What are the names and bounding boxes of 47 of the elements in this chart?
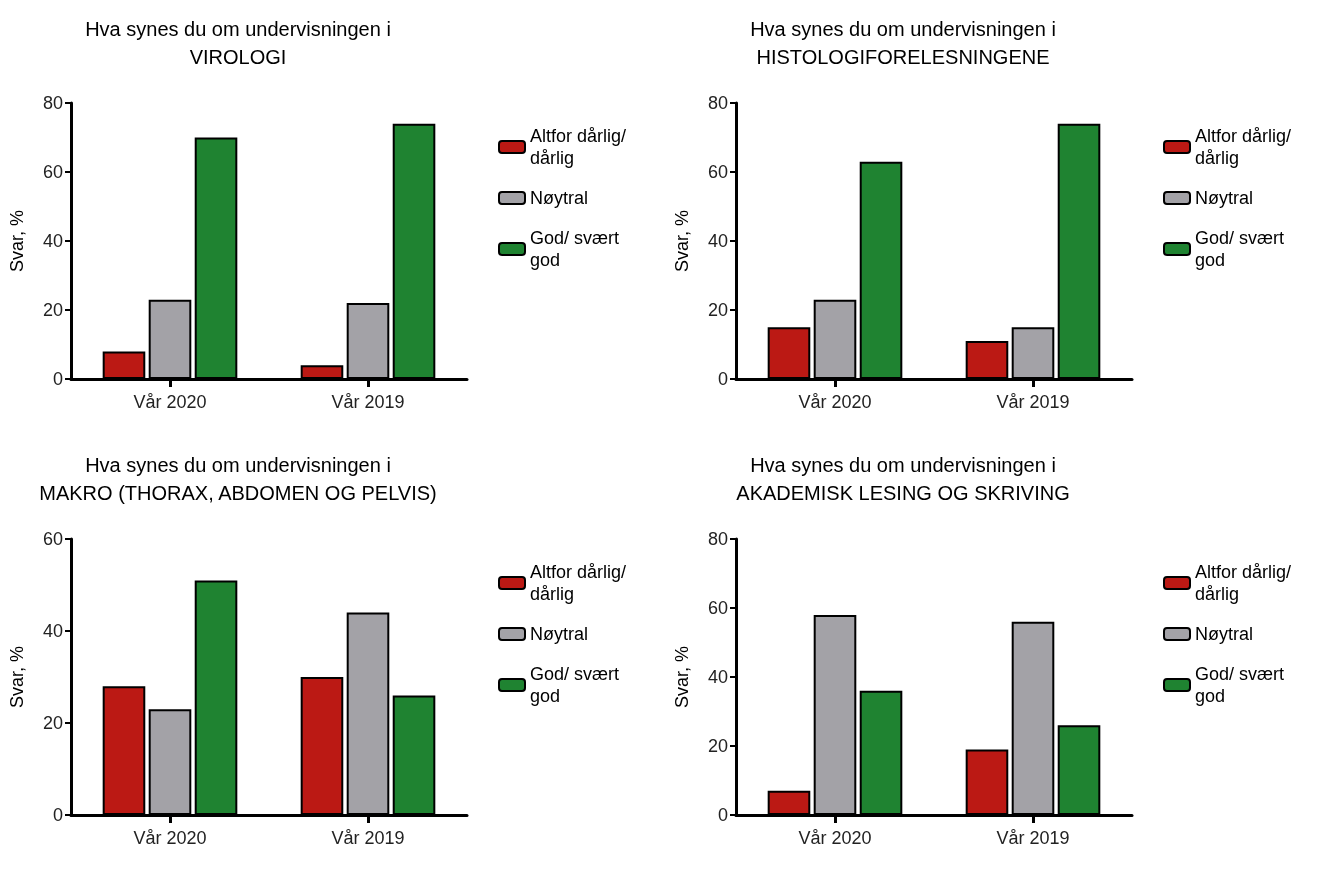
legend-label: God/ svært god <box>1195 228 1290 270</box>
y-tick-label: 40 <box>707 667 728 687</box>
y-tick-label: 80 <box>707 529 728 549</box>
legend-label: God/ svært god <box>530 664 625 706</box>
y-axis-title: Svar, % <box>7 209 27 273</box>
y-tick-label: 60 <box>42 529 63 549</box>
legend-label: Nøytral <box>1195 188 1253 208</box>
y-tick-label: 20 <box>42 713 63 733</box>
x-tick-label: Vår 2019 <box>996 392 1070 412</box>
legend-label: God/ svært god <box>1195 664 1290 706</box>
x-tick-label: Vår 2020 <box>133 392 207 412</box>
y-axis-title: Svar, % <box>7 645 27 709</box>
legend-label: God/ svært god <box>530 228 625 270</box>
legend-label: Altfor dårlig/ dårlig <box>1195 126 1297 168</box>
legend-label: Altfor dårlig/ dårlig <box>530 562 632 604</box>
y-tick-label: 60 <box>707 598 728 618</box>
y-tick-label: 80 <box>42 93 63 113</box>
legend-label: Altfor dårlig/ dårlig <box>1195 562 1297 604</box>
legend-label: Nøytral <box>530 188 588 208</box>
y-tick-label: 40 <box>707 231 728 251</box>
y-tick-label: 80 <box>707 93 728 113</box>
chart-title: Hva synes du om undervisningen i AKADEMISK LESING OG SKRIVING <box>736 454 1070 504</box>
chart-title: Hva synes du om undervisningen i VIROLOGI <box>85 18 391 68</box>
y-tick-label: 0 <box>717 369 728 389</box>
y-tick-label: 0 <box>52 805 63 825</box>
y-tick-label: 40 <box>42 621 63 641</box>
y-axis-title: Svar, % <box>672 645 692 709</box>
y-tick-label: 40 <box>42 231 63 251</box>
x-tick-label: Vår 2019 <box>996 828 1070 848</box>
y-tick-label: 60 <box>707 162 728 182</box>
chart-title: Hva synes du om undervisningen i HISTOLOGIFORELESNINGENE <box>750 18 1056 68</box>
y-tick-label: 0 <box>52 369 63 389</box>
legend-label: Nøytral <box>1195 624 1253 644</box>
x-tick-label: Vår 2019 <box>331 392 405 412</box>
x-tick-label: Vår 2019 <box>331 828 405 848</box>
legend-label: Altfor dårlig/ dårlig <box>530 126 632 168</box>
x-tick-label: Vår 2020 <box>133 828 207 848</box>
y-tick-label: 0 <box>717 805 728 825</box>
x-tick-label: Vår 2020 <box>798 392 872 412</box>
y-axis-title: Svar, % <box>672 209 692 273</box>
chart-title: Hva synes du om undervisningen i MAKRO (THORAX, ABDOMEN OG PELVIS) <box>39 454 437 504</box>
y-tick-label: 60 <box>42 162 63 182</box>
y-tick-label: 20 <box>707 736 728 756</box>
y-tick-label: 20 <box>42 300 63 320</box>
y-tick-label: 20 <box>707 300 728 320</box>
x-tick-label: Vår 2020 <box>798 828 872 848</box>
legend-label: Nøytral <box>530 624 588 644</box>
